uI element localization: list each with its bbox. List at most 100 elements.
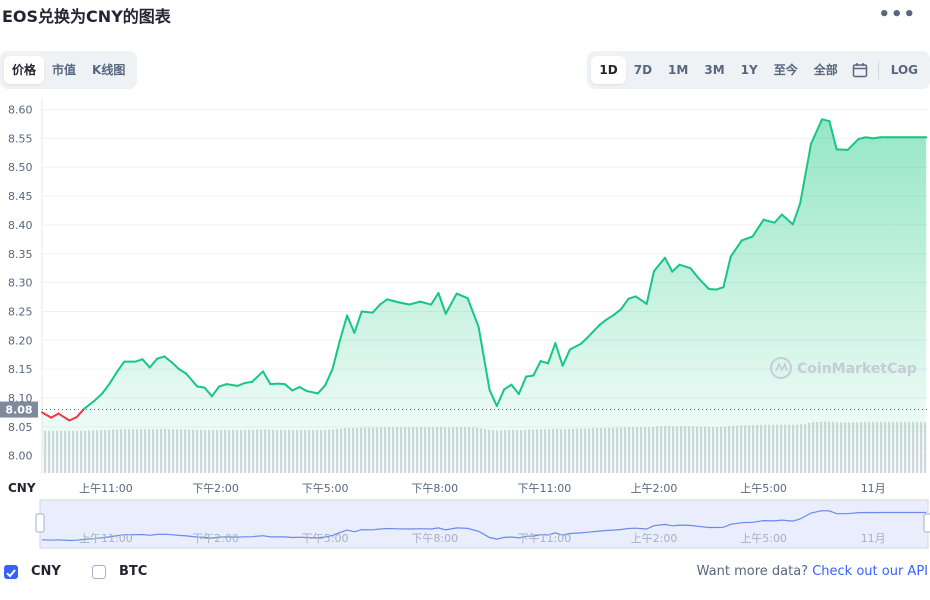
y-tick-label: 8.40	[8, 219, 33, 232]
price-line-segment	[163, 355, 173, 364]
price-line-segment	[510, 383, 520, 395]
x-tick-label: 上午11:00	[79, 482, 133, 495]
price-line-segment	[101, 382, 111, 395]
price-line-segment	[780, 213, 794, 226]
price-line-segment	[386, 298, 400, 304]
price-line-segment	[455, 292, 469, 300]
range-all[interactable]: 全部	[813, 63, 838, 77]
price-line-segment	[671, 263, 681, 273]
chart-legend: CNY BTC Want more data? Check out our AP…	[0, 560, 930, 588]
price-line-segment	[525, 374, 535, 378]
price-line-segment	[437, 292, 447, 315]
tab-market-cap[interactable]: 市值	[52, 63, 77, 77]
price-line-segment	[75, 407, 86, 419]
range-1y[interactable]: 1Y	[740, 63, 758, 77]
x-tick-label: 上午2:00	[631, 482, 678, 495]
price-area	[42, 119, 927, 474]
current-price-badge	[0, 401, 38, 418]
price-line-segment	[678, 263, 692, 270]
price-line-segment	[729, 239, 743, 258]
price-line-segment	[251, 370, 265, 383]
price-line-segment	[751, 218, 765, 238]
currency-axis-label: CNY	[8, 481, 36, 495]
price-line-segment	[108, 371, 118, 385]
price-chart[interactable]: 8.60 8.55 8.50 8.45 8.40 8.35 8.30 8.25 8.20 8.15…	[0, 98, 930, 553]
btc-legend-label: BTC	[119, 564, 148, 579]
y-tick-label: 8.30	[8, 277, 33, 290]
navigator-handle-left[interactable]	[35, 513, 45, 533]
price-line-segment	[68, 416, 78, 422]
range-3m[interactable]: 3M	[704, 63, 725, 77]
tab-price[interactable]: 价格	[4, 56, 45, 84]
price-line-segment	[371, 303, 381, 314]
price-line-segment	[225, 383, 239, 387]
toolbar-divider	[877, 61, 879, 79]
price-line-segment	[218, 383, 228, 388]
price-line-segment	[444, 292, 458, 315]
price-line-segment	[196, 385, 206, 389]
range-1d[interactable]: 1D	[591, 56, 626, 84]
price-line-segment	[331, 339, 341, 371]
price-line-segment	[41, 411, 53, 419]
price-line-segment	[689, 267, 699, 279]
y-tick-label: 8.55	[8, 132, 33, 145]
price-line-segment	[762, 218, 776, 224]
price-line-segment	[283, 383, 294, 392]
price-line-segment	[57, 412, 71, 422]
price-line-segment	[298, 386, 308, 393]
price-line-segment	[561, 348, 571, 367]
api-promo: Want more data? Check out our API	[697, 564, 928, 579]
y-tick-label: 8.45	[8, 190, 33, 203]
price-line-segment	[185, 372, 199, 388]
calendar-icon[interactable]	[846, 56, 874, 84]
x-tick-label: 下午5:00	[302, 482, 349, 495]
price-line-segment	[598, 318, 608, 327]
price-line-segment	[408, 300, 422, 306]
navigator-line	[41, 510, 927, 542]
cny-checkbox[interactable]	[4, 565, 18, 579]
price-line-segment	[568, 342, 582, 351]
price-line-segment	[324, 368, 334, 387]
y-tick-label: 8.25	[8, 305, 33, 318]
price-line-segment	[503, 383, 513, 391]
price-line-segment	[652, 256, 666, 273]
price-line-segment	[722, 255, 732, 289]
price-line-segment	[291, 386, 301, 392]
tab-candlestick[interactable]: K线图	[92, 63, 126, 77]
range-7d[interactable]: 7D	[633, 63, 653, 77]
price-line-segment	[740, 235, 754, 242]
price-line-segment	[305, 390, 319, 395]
price-line-segment	[338, 314, 349, 342]
more-options-icon[interactable]: •••	[878, 4, 916, 25]
price-line-segment	[715, 286, 725, 291]
coinmarketcap-logo-icon	[770, 357, 792, 379]
price-line-segment	[773, 213, 783, 224]
price-line-segment	[397, 301, 411, 306]
coinmarketcap-logo-mark	[775, 361, 788, 372]
range-ytd[interactable]: 至今	[773, 63, 798, 77]
price-line-segment	[634, 295, 648, 305]
price-line-segment	[210, 385, 221, 398]
log-scale-toggle[interactable]: LOG	[890, 63, 918, 77]
price-line-segment	[430, 292, 440, 306]
btc-checkbox[interactable]	[92, 565, 106, 579]
navigator-tick-label: 下午11:00	[518, 532, 572, 545]
navigator-handle-right[interactable]	[923, 513, 930, 533]
price-line-segment	[828, 120, 838, 151]
range-1m[interactable]: 1M	[668, 63, 689, 77]
price-line-segment	[612, 308, 623, 316]
range-tabs: 1D 7D 1M 3M 1Y 至今 全部 LOG	[587, 51, 930, 89]
y-tick-label: 8.00	[8, 450, 33, 463]
price-line-segment	[269, 382, 279, 386]
price-line-segment	[134, 358, 144, 363]
price-line-segment	[495, 388, 506, 408]
price-line-segment	[378, 298, 389, 306]
y-tick-label: 8.50	[8, 161, 33, 174]
price-line-segment	[645, 270, 655, 305]
price-line-segment	[50, 412, 60, 419]
price-line-segment	[243, 380, 254, 384]
price-line-segment	[707, 287, 718, 291]
api-link[interactable]: Check out our API	[812, 564, 928, 579]
price-line-segment	[663, 256, 674, 273]
price-line-segment	[203, 386, 213, 398]
